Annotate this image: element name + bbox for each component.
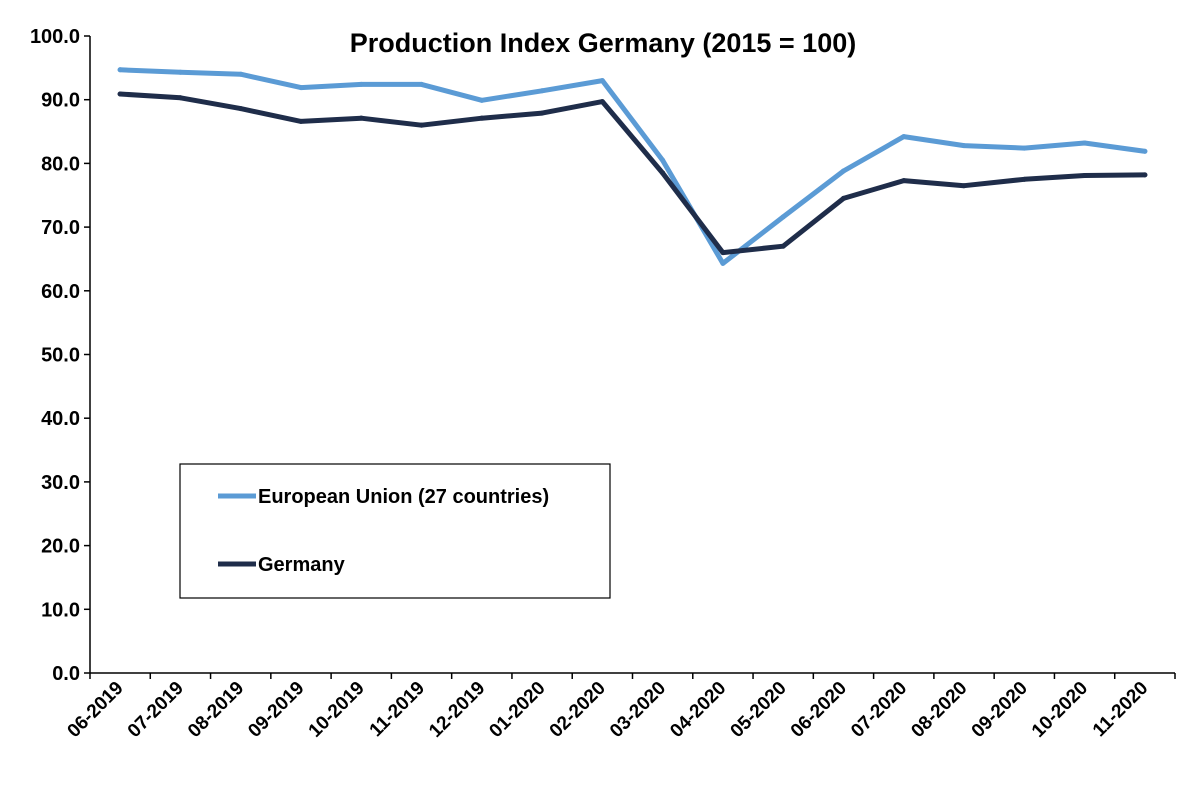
data-point: [238, 71, 244, 77]
data-point: [539, 110, 545, 116]
data-point: [177, 69, 183, 75]
data-point: [1021, 176, 1027, 182]
data-point: [117, 91, 123, 97]
y-tick-label: 70.0: [41, 217, 80, 239]
data-point: [298, 118, 304, 124]
x-tick-label: 03-2020: [606, 678, 670, 742]
data-point: [961, 183, 967, 189]
data-point: [901, 134, 907, 140]
legend-label-germany: Germany: [258, 554, 346, 576]
x-axis-ticks: 06-201907-201908-201909-201910-201911-20…: [64, 673, 1176, 742]
x-tick-label: 07-2020: [847, 678, 911, 742]
y-tick-label: 80.0: [41, 153, 80, 175]
data-point: [1021, 145, 1027, 151]
x-tick-label: 04-2020: [666, 678, 730, 742]
data-point: [298, 85, 304, 91]
data-point: [177, 95, 183, 101]
data-point: [1142, 148, 1148, 154]
y-tick-label: 50.0: [41, 345, 80, 367]
data-point: [117, 67, 123, 73]
data-point: [539, 88, 545, 94]
data-point: [599, 78, 605, 84]
y-tick-label: 10.0: [41, 599, 80, 621]
data-point: [1082, 140, 1088, 146]
x-tick-label: 10-2019: [305, 678, 369, 742]
x-tick-label: 12-2019: [425, 678, 489, 742]
data-point: [479, 115, 485, 121]
data-point: [780, 214, 786, 220]
y-tick-label: 30.0: [41, 472, 80, 494]
legend: European Union (27 countries) Germany: [179, 463, 611, 599]
legend-label-eu: European Union (27 countries): [258, 486, 549, 508]
chart-title: Production Index Germany (2015 = 100): [350, 28, 856, 58]
x-tick-label: 09-2020: [968, 678, 1032, 742]
series-lines: [117, 67, 1148, 266]
y-tick-label: 40.0: [41, 408, 80, 430]
series-line-eu: [117, 67, 1148, 266]
x-tick-label: 11-2019: [366, 678, 429, 741]
data-point: [599, 99, 605, 105]
data-point: [840, 168, 846, 174]
data-point: [479, 97, 485, 103]
x-tick-label: 08-2019: [184, 678, 248, 742]
x-tick-label: 07-2019: [124, 678, 188, 742]
x-tick-label: 11-2020: [1089, 678, 1152, 741]
data-point: [720, 250, 726, 256]
data-point: [780, 243, 786, 249]
series-line-germany: [117, 91, 1148, 256]
data-point: [358, 81, 364, 87]
x-tick-label: 05-2020: [727, 678, 791, 742]
data-point: [961, 143, 967, 149]
y-axis-ticks: 0.0 10.0 20.0 30.0 40.0 50.0 60.0 70.0 80.0 90.0 1…: [30, 26, 90, 685]
y-tick-label: 100.0: [30, 26, 80, 48]
legend-box: [179, 463, 611, 599]
x-tick-label: 02-2020: [546, 678, 610, 742]
data-point: [419, 122, 425, 128]
y-tick-label: 90.0: [41, 90, 80, 112]
x-tick-label: 10-2020: [1028, 678, 1092, 742]
data-point: [238, 106, 244, 112]
data-point: [901, 178, 907, 184]
data-point: [1082, 173, 1088, 179]
data-point: [1142, 172, 1148, 178]
data-point: [419, 81, 425, 87]
x-tick-label: 08-2020: [907, 678, 971, 742]
data-point: [358, 115, 364, 121]
data-point: [720, 260, 726, 266]
y-tick-label: 60.0: [41, 281, 80, 303]
data-point: [660, 170, 666, 176]
x-tick-label: 09-2019: [244, 678, 308, 742]
x-tick-label: 06-2020: [787, 678, 851, 742]
data-point: [840, 195, 846, 201]
data-point: [660, 157, 666, 163]
x-tick-label: 01-2020: [485, 678, 549, 742]
x-tick-label: 06-2019: [64, 678, 128, 742]
y-tick-label: 0.0: [52, 663, 80, 685]
y-tick-label: 20.0: [41, 536, 80, 558]
